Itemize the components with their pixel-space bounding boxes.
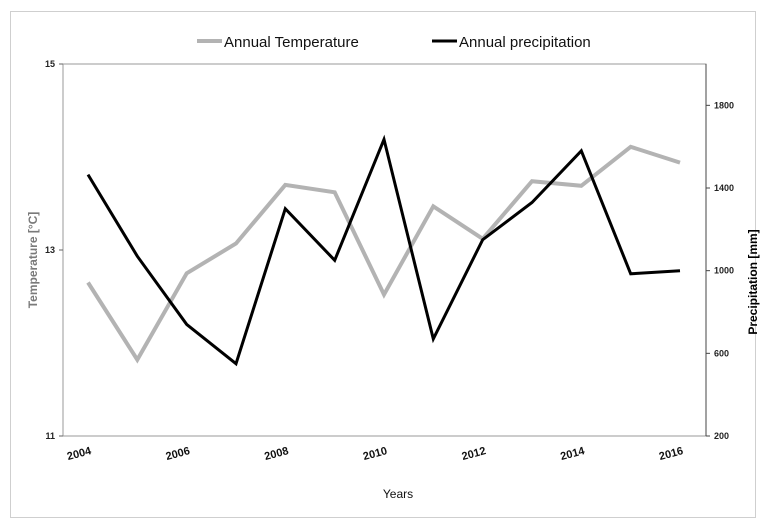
left-tick-label: 13 <box>45 245 55 255</box>
precipitation-line <box>86 134 681 367</box>
right-axis-title: Precipitation [mm] <box>746 229 760 334</box>
right-tick-label: 1000 <box>714 266 734 276</box>
right-tick-label: 600 <box>714 348 729 358</box>
x-tick-label: 2008 <box>263 445 290 463</box>
plot-area <box>62 63 707 437</box>
legend-label-precipitation: Annual precipitation <box>459 34 591 51</box>
x-tick-label: 2014 <box>559 445 587 463</box>
left-axis-title: Temperature [°C] <box>26 212 40 309</box>
legend-label-temperature: Annual Temperature <box>224 34 359 51</box>
left-tick-label: 11 <box>45 431 55 441</box>
x-tick-label: 2016 <box>658 445 685 463</box>
x-axis-ticks: 2004 2006 2008 2010 2012 2014 2016 <box>66 445 685 463</box>
x-tick-label: 2006 <box>165 445 192 463</box>
x-tick-label: 2012 <box>461 445 488 463</box>
series-layer <box>86 134 681 367</box>
left-axis-ticks: 11 13 15 <box>45 59 63 441</box>
right-tick-label: 200 <box>714 431 729 441</box>
right-tick-label: 1800 <box>714 100 734 110</box>
legend: Annual Temperature Annual precipitation <box>197 34 591 51</box>
chart-frame <box>10 11 756 518</box>
temperature-line <box>86 144 681 364</box>
left-tick-label: 15 <box>45 59 55 69</box>
x-axis-title: Years <box>383 487 413 501</box>
x-tick-label: 2004 <box>66 445 94 463</box>
x-tick-label: 2010 <box>362 445 389 463</box>
right-axis-ticks: 200 600 1000 1400 1800 <box>706 100 734 441</box>
right-tick-label: 1400 <box>714 183 734 193</box>
